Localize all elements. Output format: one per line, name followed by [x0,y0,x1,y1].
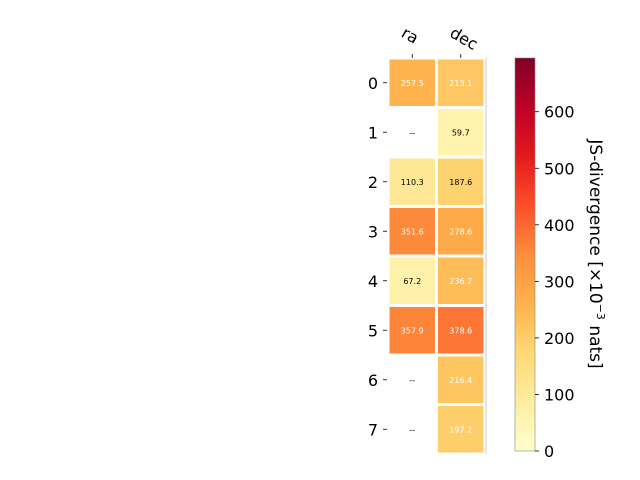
heatmap-cell [438,59,484,106]
colorbar-tick-label: 600 [544,103,575,122]
heatmap-cell [389,257,435,304]
cell-value-label: 59.7 [452,128,470,137]
colorbar-label: JS-divergence [×10−3 nats] [585,138,607,368]
heatmap-cell [389,208,435,255]
row-label: 4 [368,272,378,291]
colorbar-tick-label: 300 [544,272,575,291]
heatmap-cell [438,158,484,205]
row-labels: 0 1 2 3 4 5 6 7 [368,74,387,439]
cell-value-label: 357.9 [401,326,424,335]
colorbar-tick-label: 200 [544,329,575,348]
heatmap-cell [389,307,435,354]
colorbar-ticks: 0 100 200 300 400 500 600 [535,103,575,461]
cell-value-label: 67.2 [403,277,421,286]
colorbar-tick-label: 500 [544,159,575,178]
row-label: 5 [368,321,378,340]
heatmap-cell [438,356,484,403]
colorbar-tick-label: 100 [544,385,575,404]
cell-value-label: 110.3 [401,178,424,187]
cell-value-label: 197.2 [449,425,472,434]
row-label: 3 [368,222,378,241]
heatmap-cell [438,208,484,255]
colorbar-tick-label: 400 [544,216,575,235]
colorbar-tick-label: 0 [544,442,554,461]
row-label: 2 [368,173,378,192]
column-label: dec [447,23,481,54]
column-labels: ra dec [398,23,481,58]
cell-value-label: 378.6 [449,326,472,335]
cell-value-label: -- [409,376,415,385]
cell-value-label: 278.6 [449,227,472,236]
cell-value-label: 351.6 [401,227,424,236]
cell-value-label: 216.4 [449,376,472,385]
cell-value-label: 187.6 [449,178,472,187]
row-label: 7 [368,420,378,439]
heatmap-cell [438,406,484,453]
cell-value-label: -- [409,425,415,434]
cell-labels: 257.5 213.1 -- 59.7 110.3 187.6 351.6 278.6 67.2… [401,79,472,435]
heatmap-cell [389,59,435,106]
cell-value-label: -- [409,128,415,137]
heatmap-cell [438,257,484,304]
colorbar [514,57,536,452]
row-label: 6 [368,371,378,390]
column-label: ra [398,23,422,48]
cell-value-label: 213.1 [449,79,472,88]
heatmap-cell [438,307,484,354]
heatmap-cell [389,158,435,205]
heatmap-cells [389,58,487,454]
cell-value-label: 236.7 [449,277,472,286]
row-label: 1 [368,123,378,142]
heatmap-cell [438,109,484,156]
row-label: 0 [368,74,378,93]
cell-value-label: 257.5 [401,79,424,88]
